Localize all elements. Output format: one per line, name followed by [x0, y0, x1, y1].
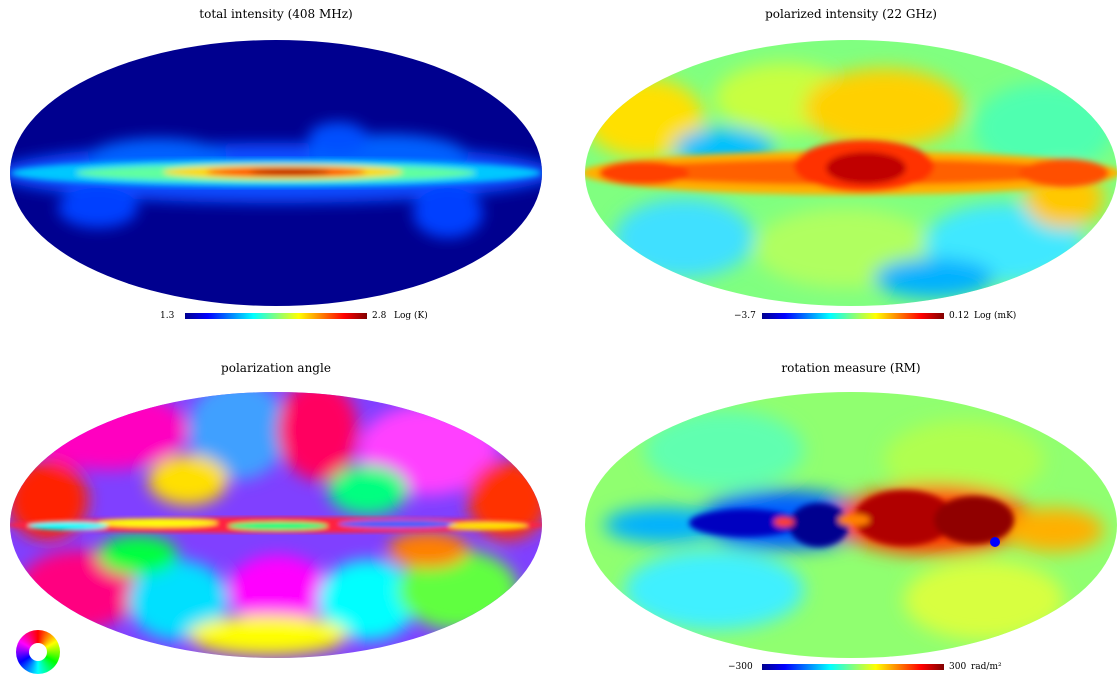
sky-map-rotation-measure — [585, 392, 1117, 658]
color-wheel-icon — [16, 630, 60, 674]
colorbar-rotation-measure — [762, 664, 944, 670]
colorbar-max-rotation-measure: 300 — [949, 662, 967, 672]
colorbar-polarized-intensity — [762, 313, 944, 319]
colorbar-unit-rotation-measure: rad/m² — [971, 662, 1002, 672]
sky-map-total-intensity — [10, 40, 542, 306]
colorbar-total-intensity — [185, 313, 367, 319]
panel-title-rotation-measure: rotation measure (RM) — [781, 361, 921, 375]
colorbar-min-rotation-measure: −300 — [728, 662, 753, 672]
colorbar-unit-total-intensity: Log (K) — [394, 311, 428, 321]
panel-title-polarized-intensity: polarized intensity (22 GHz) — [765, 7, 937, 21]
colorbar-min-polarized-intensity: −3.7 — [734, 311, 756, 321]
colorbar-min-total-intensity: 1.3 — [160, 311, 175, 321]
panel-title-polarization-angle: polarization angle — [221, 361, 331, 375]
sky-map-polarized-intensity — [585, 40, 1117, 306]
sky-map-polarization-angle — [10, 392, 542, 658]
colorbar-max-total-intensity: 2.8 — [372, 311, 387, 321]
colorbar-max-polarized-intensity: 0.12 — [949, 311, 970, 321]
colorbar-unit-polarized-intensity: Log (mK) — [974, 311, 1017, 321]
panel-title-total-intensity: total intensity (408 MHz) — [199, 7, 353, 21]
